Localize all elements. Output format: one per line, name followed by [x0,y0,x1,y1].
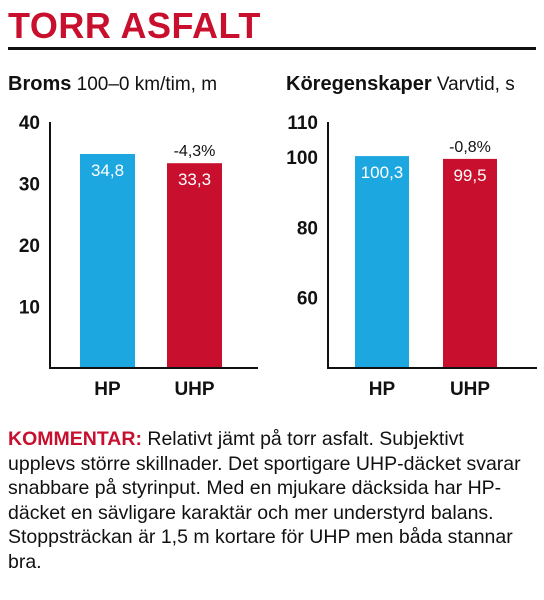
y-tick-label-koregenskaper: 100 [286,148,318,169]
change-annotation-broms: -4,3% [174,143,216,160]
chart-subtitle-koregenskaper: Varvtid, s [436,74,515,95]
chart-header-koregenskaper: Köregenskaper Varvtid, s [286,72,515,97]
comment-text: Relativt jämt på torr asfalt. Subjektivt… [8,428,521,573]
bar-koregenskaper-hp [355,156,409,368]
title-divider [8,47,536,50]
category-label-broms: HP [94,379,121,400]
y-tick-label-koregenskaper: 60 [297,289,318,310]
y-tick-label-broms: 40 [19,113,40,134]
value-label-broms: 34,8 [91,161,124,180]
y-tick-label-broms: 30 [19,175,40,196]
y-tick-label-broms: 10 [19,298,40,319]
bar-broms-uhp [167,163,222,368]
y-tick-label-koregenskaper: 110 [287,113,318,134]
category-label-koregenskaper: HP [369,379,396,400]
y-tick-label-koregenskaper: 80 [297,218,318,239]
value-label-koregenskaper: 100,3 [361,163,404,182]
chart-title-broms: Broms [8,73,72,95]
y-tick-label-broms: 20 [19,236,40,257]
comment-paragraph: KOMMENTAR: Relativt jämt på torr asfalt.… [8,427,536,575]
comment-label: KOMMENTAR: [8,428,142,450]
category-label-broms: UHP [174,379,214,400]
page-title: TORR ASFALT [8,5,261,46]
value-label-broms: 33,3 [178,170,211,189]
value-label-koregenskaper: 99,5 [453,166,486,185]
chart-title-koregenskaper: Köregenskaper [286,73,432,95]
change-annotation-koregenskaper: -0,8% [449,139,491,156]
chart-header-broms: Broms 100–0 km/tim, m [8,72,217,97]
bar-broms-hp [80,153,135,368]
bar-koregenskaper-uhp [443,158,497,368]
chart-subtitle-broms: 100–0 km/tim, m [76,74,218,95]
category-label-koregenskaper: UHP [450,379,490,400]
